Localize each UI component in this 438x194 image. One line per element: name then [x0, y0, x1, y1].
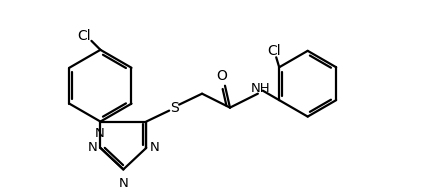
- Text: Cl: Cl: [78, 29, 91, 43]
- Text: N: N: [95, 126, 104, 139]
- Text: Cl: Cl: [268, 44, 281, 58]
- Text: NH: NH: [251, 82, 271, 95]
- Text: N: N: [118, 177, 128, 190]
- Text: N: N: [88, 141, 97, 154]
- Text: N: N: [149, 141, 159, 154]
- Text: S: S: [170, 101, 179, 115]
- Text: O: O: [216, 69, 227, 83]
